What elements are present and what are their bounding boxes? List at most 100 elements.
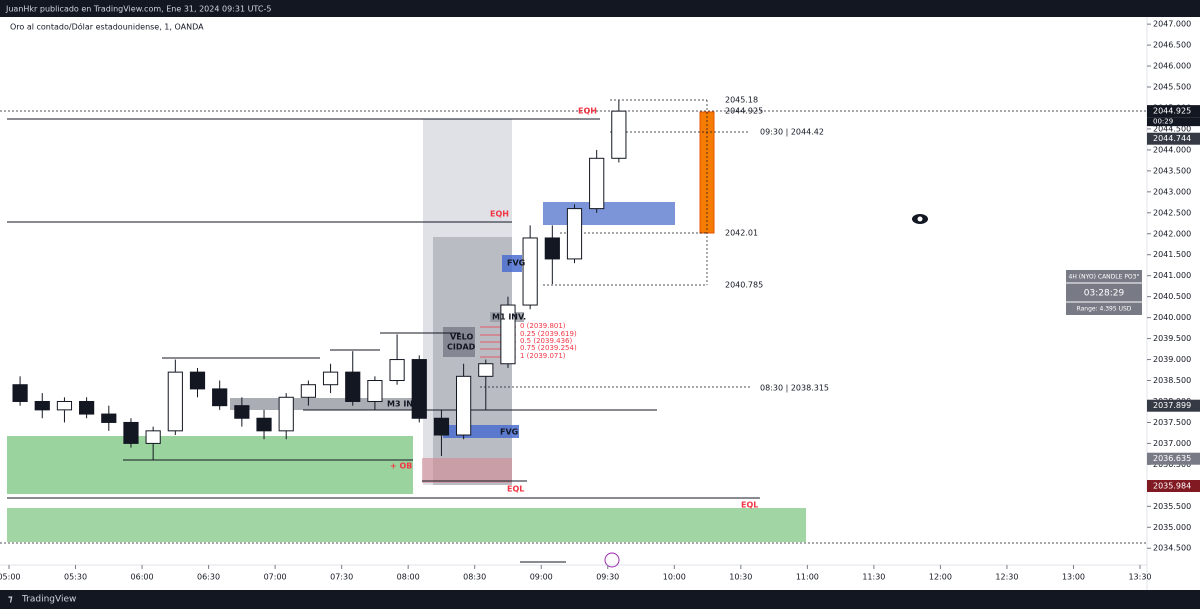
annotation: EQH: [578, 107, 597, 116]
annotation: EQL: [741, 501, 758, 510]
brand: TradingView: [21, 595, 76, 605]
fvg-zone: [502, 255, 522, 272]
annotation: 0.25 (2039.619): [520, 330, 577, 338]
velocity-box: [433, 237, 512, 485]
x-tick-label: 12:00: [929, 573, 952, 582]
top-bar: [0, 0, 1200, 17]
annotation: 2044.925: [725, 107, 763, 116]
annotation: 08:30 | 2038.315: [760, 384, 829, 393]
candle-body: [101, 413, 117, 423]
candle-body: [79, 400, 95, 415]
price-label-box: [1147, 399, 1200, 412]
annotation: CIDAD: [447, 343, 476, 352]
y-tick-label: 2040.000: [1153, 313, 1191, 322]
candle-body: [478, 363, 494, 377]
candle-body: [167, 371, 183, 432]
annotation: 2045.18: [725, 96, 758, 105]
candle-body: [433, 417, 450, 436]
x-tick-label: 11:00: [796, 573, 819, 582]
annotation: M1 INV.: [492, 313, 526, 322]
candle-body: [12, 384, 28, 402]
event-icon[interactable]: [604, 552, 620, 568]
candle-body: [566, 208, 583, 260]
candle-body: [456, 375, 472, 436]
y-tick-label: 2042.500: [1153, 208, 1191, 217]
y-tick-label: 2039.500: [1153, 334, 1191, 343]
demand-zone: [7, 436, 413, 494]
y-tick-label: 2045.500: [1153, 83, 1191, 92]
candle-body: [367, 380, 383, 402]
annotation: 2042.01: [725, 229, 758, 238]
candle-body: [500, 304, 516, 365]
annotation: 09:30 | 2044.42: [760, 128, 824, 137]
candle-body: [544, 237, 560, 260]
candle-body: [300, 384, 316, 398]
price-label: 2044.925: [1153, 107, 1191, 116]
annotation: 0.75 (2039.254): [520, 344, 577, 352]
widget: [1066, 270, 1142, 315]
annotation: 1 (2039.071): [520, 352, 566, 360]
candle-body: [189, 371, 206, 390]
x-tick-label: 10:00: [663, 573, 686, 582]
countdown: 00:29: [1153, 118, 1173, 126]
candle-body: [34, 400, 50, 411]
y-tick-label: 2038.500: [1153, 376, 1191, 385]
price-label: 2035.984: [1153, 482, 1191, 491]
brand-logo: ⁊: [8, 595, 13, 605]
y-tick-label: 2035.500: [1153, 502, 1191, 511]
y-tick-label: 2035.000: [1153, 523, 1191, 532]
symbol-title: Oro al contado/Dólar estadounidense, 1, …: [10, 22, 204, 32]
x-tick-label: 13:30: [1128, 573, 1151, 582]
x-tick-label: 13:00: [1062, 573, 1085, 582]
x-tick-label: 10:30: [729, 573, 752, 582]
eye-icon[interactable]: [912, 214, 928, 224]
annotation: VELO: [450, 333, 473, 342]
price-label: 2036.635: [1153, 454, 1191, 463]
y-tick-label: 2034.500: [1153, 544, 1191, 553]
x-tick-label: 08:30: [463, 573, 486, 582]
x-tick-label: 12:30: [995, 573, 1018, 582]
countdown-box: [1147, 117, 1200, 127]
price-label-box: [1147, 105, 1200, 118]
candle-body: [345, 371, 361, 402]
x-tick-label: 05:30: [64, 573, 87, 582]
y-tick-label: 2037.500: [1153, 418, 1191, 427]
widget-title: 4H (NYO) CANDLE PO3°: [1069, 274, 1140, 281]
candle-body: [278, 396, 294, 432]
demand-zone: [7, 508, 806, 542]
annotation: FVG: [507, 259, 525, 268]
price-label-box: [1147, 132, 1200, 145]
candle-body: [234, 405, 250, 419]
annotation: M3 INV.: [387, 400, 421, 409]
y-tick-label: 2043.000: [1153, 187, 1191, 196]
y-tick-label: 2040.500: [1153, 292, 1191, 301]
candle-body: [522, 237, 538, 306]
y-tick-label: 2042.000: [1153, 229, 1191, 238]
x-tick-label: 09:00: [530, 573, 553, 582]
publisher: JuanHkr publicado en TradingView.com, En…: [5, 5, 271, 14]
price-label-box: [1147, 480, 1200, 493]
x-tick-label: 11:30: [862, 573, 885, 582]
y-tick-label: 2044.500: [1153, 124, 1191, 133]
candle-body: [145, 430, 161, 444]
fvg-zone: [543, 202, 675, 225]
price-label: 2044.744: [1153, 134, 1191, 143]
y-tick-label: 2039.000: [1153, 355, 1191, 364]
candle-body: [411, 359, 427, 419]
x-tick-label: 07:30: [330, 573, 353, 582]
annotation: EQL: [507, 485, 524, 494]
ob-zone: [422, 458, 512, 483]
y-tick-label: 2041.000: [1153, 271, 1191, 280]
x-tick-label: 08:00: [397, 573, 420, 582]
x-tick-label: 06:00: [131, 573, 154, 582]
candle-body: [256, 417, 272, 432]
candle-body: [56, 400, 73, 411]
candle-body: [123, 421, 139, 444]
x-tick-label: 06:30: [197, 573, 220, 582]
annotation: 0.5 (2039.436): [520, 337, 572, 345]
x-tick-label: 07:00: [264, 573, 287, 582]
candle-body: [611, 110, 627, 159]
candle-body: [589, 157, 605, 210]
y-tick-label: 2037.000: [1153, 439, 1191, 448]
